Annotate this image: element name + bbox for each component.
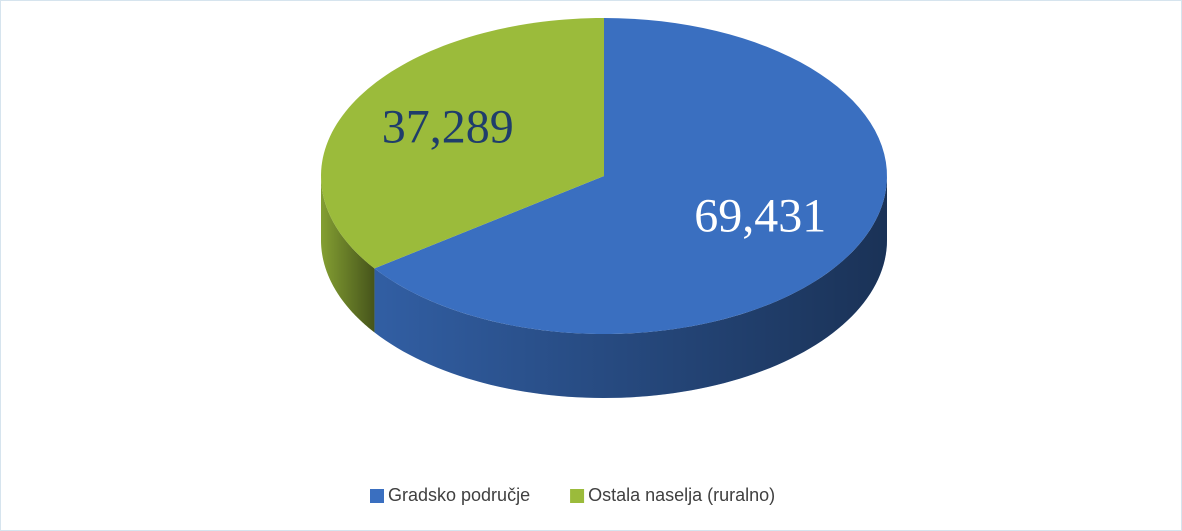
slice [374, 18, 887, 334]
legend-swatch [370, 489, 384, 503]
data-label: 69,431 [694, 190, 826, 243]
slice-side-shade [321, 176, 375, 333]
legend-swatch [570, 489, 585, 503]
slice [321, 18, 604, 269]
legend-label: Gradsko područje [388, 485, 530, 505]
slice-side-shade [374, 176, 887, 398]
legend-label: Ostala naselja (ruralno) [588, 485, 775, 505]
data-label: 37,289 [382, 100, 514, 153]
